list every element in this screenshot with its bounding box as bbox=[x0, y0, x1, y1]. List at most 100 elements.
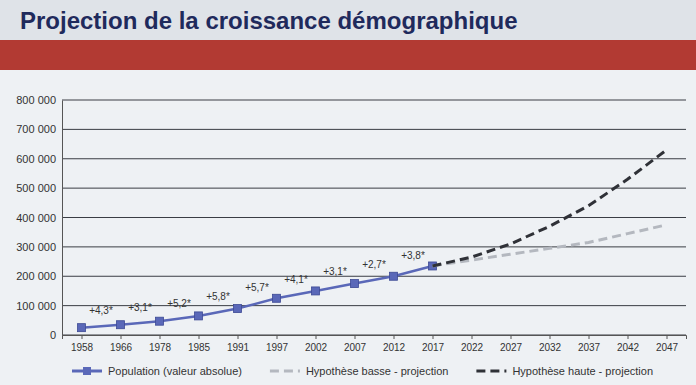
x-tick: 2017 bbox=[422, 335, 445, 353]
legend: Population (valeur absolue) Hypothèse bas… bbox=[72, 365, 653, 377]
series-line bbox=[82, 266, 433, 328]
x-tick-mark bbox=[667, 335, 668, 339]
x-tick: 2032 bbox=[539, 335, 562, 353]
x-tick: 2027 bbox=[500, 335, 523, 353]
y-tick-label: 200 000 bbox=[16, 270, 56, 282]
series-marker bbox=[351, 280, 359, 288]
x-tick: 1966 bbox=[110, 335, 133, 353]
y-tick-label: 300 000 bbox=[16, 241, 56, 253]
x-tick-mark bbox=[589, 335, 590, 339]
x-tick-label: 2002 bbox=[305, 342, 328, 353]
chart: Projection de la croissance démographiqu… bbox=[0, 0, 696, 385]
x-tick-label: 2032 bbox=[539, 342, 562, 353]
plot: 0 100 000 200 000 300 000 400 000 500 000 600 … bbox=[16, 94, 686, 353]
x-tick-mark bbox=[316, 335, 317, 339]
legend-label: Population (valeur absolue) bbox=[108, 365, 242, 377]
legend-marker bbox=[83, 367, 91, 375]
y-tick: 100 000 bbox=[16, 300, 62, 312]
y-axis: 0 100 000 200 000 300 000 400 000 500 000 600 … bbox=[16, 94, 62, 341]
y-axis-line bbox=[62, 101, 63, 336]
y-tick: 500 000 bbox=[16, 182, 62, 194]
x-tick: 2042 bbox=[617, 335, 640, 353]
grid-line bbox=[62, 158, 686, 159]
legend-item: Hypothèse basse - projection bbox=[270, 365, 448, 377]
title: Projection de la croissance démographiqu… bbox=[20, 7, 517, 34]
x-tick-label: 1997 bbox=[266, 342, 289, 353]
x-tick-label: 2017 bbox=[422, 342, 445, 353]
annotation: +4,1* bbox=[284, 274, 308, 285]
x-tick: 2007 bbox=[344, 335, 367, 353]
series-line bbox=[433, 150, 667, 266]
x-tick-mark bbox=[238, 335, 239, 339]
series-marker bbox=[156, 317, 164, 325]
x-tick-mark bbox=[355, 335, 356, 339]
x-tick-mark bbox=[199, 335, 200, 339]
x-tick-mark bbox=[472, 335, 473, 339]
x-tick-label: 1985 bbox=[188, 342, 211, 353]
x-tick-label: 1978 bbox=[149, 342, 172, 353]
header-bg bbox=[0, 0, 696, 40]
header-band bbox=[0, 40, 696, 70]
x-tick: 2002 bbox=[305, 335, 328, 353]
series-marker bbox=[312, 287, 320, 295]
grid-line bbox=[62, 217, 686, 218]
x-tick-mark bbox=[394, 335, 395, 339]
annotation: +5,2* bbox=[167, 298, 191, 309]
x-tick-mark bbox=[160, 335, 161, 339]
legend-label: Hypothèse basse - projection bbox=[306, 365, 448, 377]
annotation: +2,7* bbox=[362, 259, 386, 270]
x-tick-label: 2027 bbox=[500, 342, 523, 353]
annotation: +3,1* bbox=[128, 302, 152, 313]
x-tick: 1997 bbox=[266, 335, 289, 353]
series-marker bbox=[390, 272, 398, 280]
x-tick-label: 2042 bbox=[617, 342, 640, 353]
y-tick-label: 0 bbox=[50, 329, 56, 341]
grid-line bbox=[62, 100, 686, 101]
x-axis: 1958 1966 1978 1985 1991 1997 2002 2007 2012 2017… bbox=[63, 335, 687, 353]
x-tick-mark bbox=[121, 335, 122, 339]
x-tick: 1958 bbox=[71, 335, 94, 353]
grid bbox=[62, 100, 686, 335]
series-group bbox=[78, 150, 667, 332]
y-tick: 800 000 bbox=[16, 94, 62, 106]
y-tick-label: 400 000 bbox=[16, 212, 56, 224]
x-tick-mark bbox=[82, 335, 83, 339]
x-tick-label: 1991 bbox=[227, 342, 250, 353]
x-tick: 1991 bbox=[227, 335, 250, 353]
series-marker bbox=[273, 294, 281, 302]
x-tick-mark bbox=[628, 335, 629, 339]
y-tick: 300 000 bbox=[16, 241, 62, 253]
x-tick-label: 2047 bbox=[656, 342, 679, 353]
x-tick: 2012 bbox=[383, 335, 406, 353]
x-tick-label: 2012 bbox=[383, 342, 406, 353]
annotation: +4,3* bbox=[89, 305, 113, 316]
grid-line bbox=[62, 305, 686, 306]
x-tick: 1985 bbox=[188, 335, 211, 353]
x-tick: 1978 bbox=[149, 335, 172, 353]
annotation: +5,8* bbox=[206, 291, 230, 302]
legend-swatch bbox=[270, 370, 300, 373]
y-tick: 600 000 bbox=[16, 153, 62, 165]
grid-line bbox=[62, 246, 686, 247]
y-tick-label: 500 000 bbox=[16, 182, 56, 194]
annotation: +5,7* bbox=[245, 282, 269, 293]
legend-item: Population (valeur absolue) bbox=[72, 365, 242, 377]
annotation: +3,1* bbox=[323, 266, 347, 277]
x-tick-label: 2007 bbox=[344, 342, 367, 353]
series-marker bbox=[117, 321, 125, 329]
x-tick: 2022 bbox=[461, 335, 484, 353]
x-tick: 2047 bbox=[656, 335, 679, 353]
x-tick-label: 2022 bbox=[461, 342, 484, 353]
x-tick-mark bbox=[433, 335, 434, 339]
legend-item: Hypothèse haute - projection bbox=[476, 365, 653, 377]
x-tick: 2037 bbox=[578, 335, 601, 353]
y-tick: 700 000 bbox=[16, 123, 62, 135]
series-marker bbox=[195, 312, 203, 320]
series-line bbox=[433, 225, 667, 266]
series-marker bbox=[78, 324, 86, 332]
x-tick-label: 1958 bbox=[71, 342, 94, 353]
y-tick-label: 700 000 bbox=[16, 123, 56, 135]
x-tick-label: 1966 bbox=[110, 342, 133, 353]
grid-line bbox=[62, 188, 686, 189]
y-tick: 0 bbox=[50, 329, 62, 341]
